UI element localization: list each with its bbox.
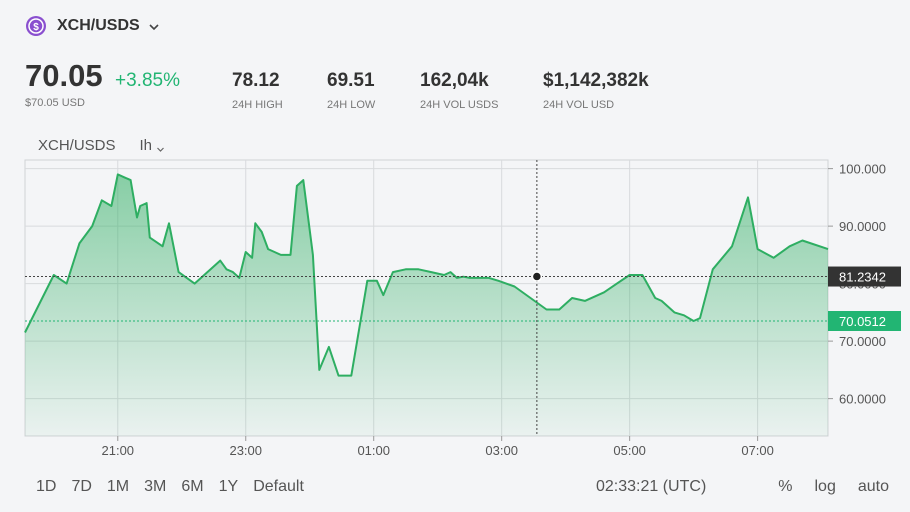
chart-toolbar: XCH/USDS Ih bbox=[25, 134, 165, 156]
crosshair-value-label: 81.2342 bbox=[839, 270, 886, 285]
crosshair-point bbox=[531, 271, 543, 282]
last-price-label: 70.0512 bbox=[839, 314, 886, 329]
x-tick-label: 01:00 bbox=[357, 443, 390, 458]
stat-24h-high: 78.12 24H HIGH bbox=[232, 70, 283, 111]
price-area bbox=[25, 174, 828, 436]
last-price-tag bbox=[828, 311, 901, 331]
stat-label: 24H VOL USD bbox=[543, 99, 615, 111]
scale-options: % log auto bbox=[756, 478, 889, 496]
x-tick-label: 05:00 bbox=[613, 443, 646, 458]
log-scale-button[interactable]: log bbox=[814, 478, 836, 495]
svg-text:$: $ bbox=[33, 22, 39, 33]
stat-value: 69.51 bbox=[327, 70, 375, 91]
y-tick-label: 100.000 bbox=[839, 162, 886, 177]
x-tick-label: 07:00 bbox=[741, 443, 774, 458]
range-6m-button[interactable]: 6M bbox=[181, 478, 204, 495]
stat-value: $1,142,382k bbox=[543, 70, 649, 91]
stat-label: 24H HIGH bbox=[232, 99, 283, 111]
chart-symbol-button[interactable]: XCH/USDS bbox=[38, 136, 116, 154]
range-1m-button[interactable]: 1M bbox=[106, 478, 130, 495]
auto-scale-button[interactable]: auto bbox=[857, 478, 889, 495]
stat-label: 24H LOW bbox=[327, 99, 376, 111]
stat-value: 162,04k bbox=[420, 70, 489, 91]
price-line bbox=[24, 173, 829, 377]
chevron-down-icon bbox=[156, 141, 165, 152]
percent-scale-button[interactable]: % bbox=[778, 478, 793, 495]
range-3m-button[interactable]: 3M bbox=[144, 478, 167, 495]
range-1y-button[interactable]: 1Y bbox=[218, 478, 239, 495]
range-default-button[interactable]: Default bbox=[253, 478, 304, 495]
stat-24h-low: 69.51 24H LOW bbox=[327, 70, 375, 111]
pair-name: XCH/USDS bbox=[57, 17, 140, 34]
x-tick-label: 03:00 bbox=[485, 443, 518, 458]
y-tick-label: 90.0000 bbox=[839, 219, 886, 234]
range-1d-button[interactable]: 1D bbox=[36, 478, 57, 495]
current-price: 70.05 bbox=[25, 58, 103, 93]
chart-footer: 1D 7D 1M 3M 6M 1Y Default 02:33:21 (UTC)… bbox=[0, 478, 910, 500]
crosshair-value-tag bbox=[828, 266, 901, 287]
price-chart[interactable]: 100.00090.000080.000070.000060.000021:00… bbox=[0, 150, 910, 460]
stat-label: 24H VOL USDS bbox=[420, 99, 499, 111]
utc-clock: 02:33:21 (UTC) bbox=[596, 478, 707, 495]
price-change: +3.85% bbox=[115, 70, 180, 91]
price-usd: $70.05 USD bbox=[25, 97, 85, 109]
stat-24h-vol-usd: $1,142,382k 24H VOL USD bbox=[543, 70, 649, 111]
interval-label: Ih bbox=[139, 136, 153, 154]
y-tick-label: 60.0000 bbox=[839, 392, 886, 407]
dollar-coin-icon: $ bbox=[25, 15, 47, 37]
x-tick-label: 21:00 bbox=[102, 443, 135, 458]
stat-24h-vol-usds: 162,04k 24H VOL USDS bbox=[420, 70, 498, 111]
y-tick-label: 70.0000 bbox=[839, 334, 886, 349]
x-tick-label: 23:00 bbox=[229, 443, 262, 458]
pair-selector[interactable]: $ XCH/USDS bbox=[25, 14, 160, 38]
stat-value: 78.12 bbox=[232, 70, 280, 91]
interval-selector[interactable]: Ih bbox=[140, 137, 166, 154]
range-selector: 1D 7D 1M 3M 6M 1Y Default bbox=[36, 478, 319, 496]
chevron-down-icon bbox=[148, 20, 160, 32]
range-7d-button[interactable]: 7D bbox=[71, 478, 92, 495]
